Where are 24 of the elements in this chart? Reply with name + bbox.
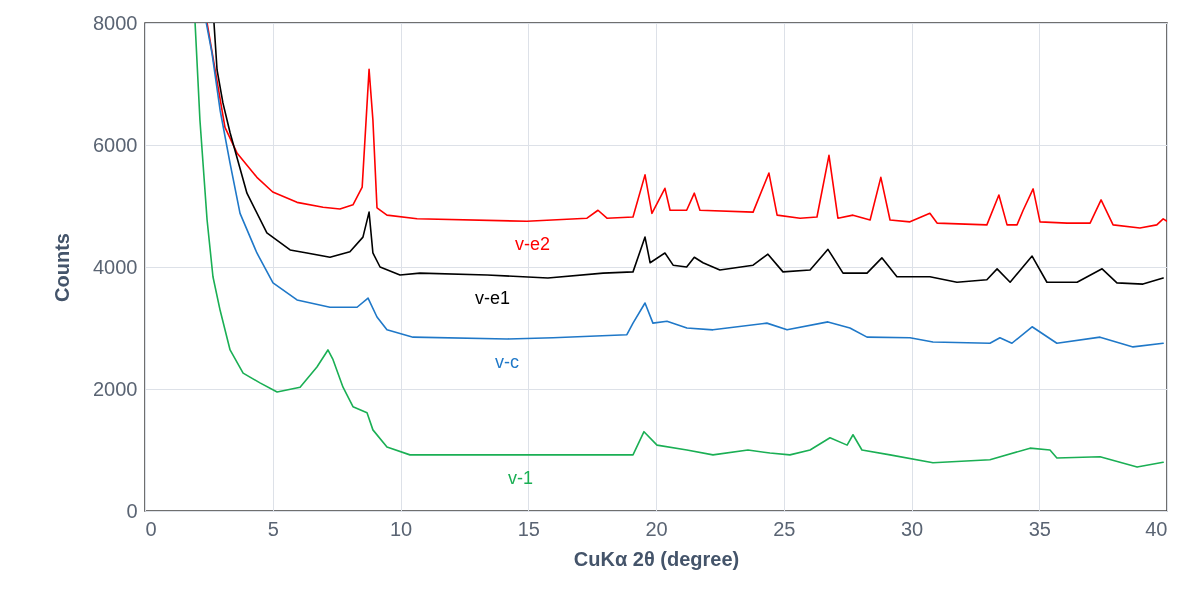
y-tick-label: 0 [126,499,138,522]
series-label: v-c [495,351,520,372]
x-tick-label: 5 [267,517,279,540]
x-tick-label: 20 [645,517,668,540]
line-series [206,23,1167,229]
x-tick-label: 35 [1028,517,1051,540]
x-tick-label: 40 [1145,517,1168,540]
line-series [205,23,1164,348]
y-axis-title: Counts [51,233,74,302]
x-tick-label: 30 [900,517,924,540]
line-series [194,23,1164,468]
y-tick-label: 8000 [93,11,138,34]
y-tick-label: 4000 [93,255,138,278]
x-tick-label: 25 [773,517,796,540]
y-tick-label: 6000 [93,133,138,156]
line-series [213,23,1164,285]
series-label: v-e1 [475,287,511,308]
series-label: v-1 [508,467,534,488]
y-tick-label: 2000 [93,377,138,400]
x-tick-label: 15 [517,517,540,540]
x-axis-title: CuKα 2θ (degree) [573,547,740,570]
series-label: v-e2 [514,234,550,255]
x-tick-label: 10 [389,517,413,540]
x-tick-label: 0 [145,517,157,540]
